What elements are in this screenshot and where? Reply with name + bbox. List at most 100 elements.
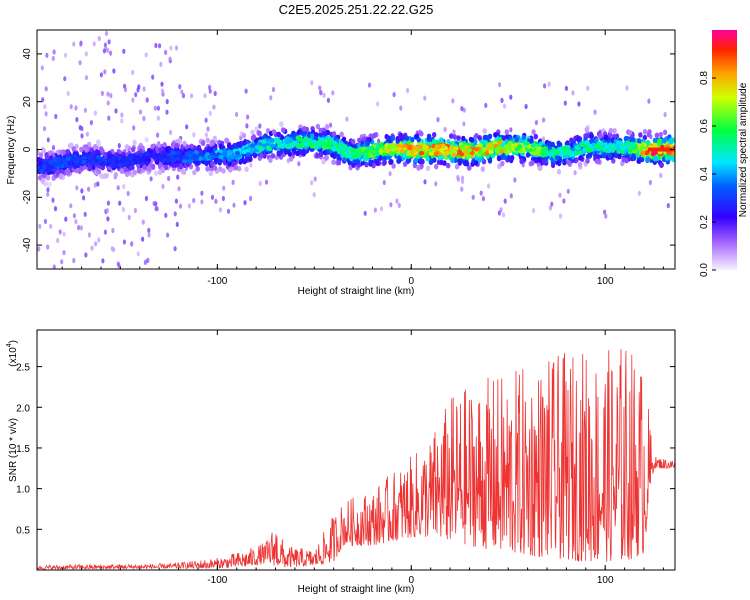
x-tick-label: 0 (408, 575, 414, 586)
spectral-cell (168, 56, 172, 62)
spectral-cell (456, 135, 461, 141)
spectral-cell (110, 159, 116, 164)
spectral-cell (593, 109, 597, 115)
spectral-cell (521, 134, 526, 141)
spectral-cell (221, 152, 227, 157)
spectral-cell (65, 149, 71, 155)
spectral-cell (178, 84, 182, 90)
y-tick-label: -20 (22, 190, 33, 205)
y-tick-label: 40 (22, 48, 33, 60)
spectral-cell (499, 207, 503, 213)
spectral-cell (409, 149, 415, 155)
spectral-cell (632, 155, 637, 161)
spectral-cell (106, 91, 110, 97)
spectral-cell (189, 143, 194, 150)
colorbar: 0.0 0.2 0.4 0.6 0.8 Normalized spectral ampl… (699, 30, 749, 277)
spectral-cell (378, 149, 384, 154)
spectral-cell (190, 93, 194, 99)
spectral-cell (94, 241, 98, 247)
spectral-cell (209, 140, 214, 146)
spectral-cell (524, 103, 528, 110)
spectral-cell (107, 115, 111, 121)
spectral-cell (210, 194, 215, 200)
spectral-cell (543, 83, 547, 89)
spectrogram-xlabel: Height of straight line (km) (298, 286, 415, 297)
spectral-cell (40, 65, 44, 71)
spectral-cell (564, 85, 569, 91)
spectral-cell (126, 190, 130, 197)
spectral-cell (487, 183, 491, 189)
spectral-cell (221, 195, 225, 202)
spectral-cell (433, 151, 439, 156)
spectral-cell (101, 258, 105, 264)
spectral-cell (423, 179, 427, 185)
spectral-cell (419, 131, 424, 137)
spectral-cell (249, 162, 253, 168)
spectral-cell (53, 206, 58, 212)
spectral-cell (37, 156, 42, 163)
spectral-cell (121, 206, 125, 213)
spectral-cell (231, 179, 235, 185)
spectral-cell (141, 155, 147, 160)
spectral-cell (200, 190, 204, 196)
spectral-cell (234, 150, 240, 156)
spectral-cell (449, 145, 455, 150)
spectral-cell (154, 159, 160, 165)
spectral-cell (607, 153, 613, 159)
spectral-cell (426, 136, 431, 142)
spectral-cell (555, 154, 560, 160)
spectral-cell (62, 250, 66, 256)
spectral-cell (531, 129, 536, 135)
spectral-cell (143, 259, 147, 265)
spectral-cell (38, 168, 45, 174)
spectral-cell (603, 209, 607, 215)
spectral-cell (237, 141, 242, 148)
spectral-cell (203, 93, 207, 99)
colorbar-tick-label: 0.0 (699, 263, 710, 277)
spectral-cell (432, 132, 437, 138)
spectral-cell (529, 137, 534, 144)
spectral-cell (226, 149, 232, 154)
spectral-cell (214, 198, 218, 204)
spectral-cell (625, 85, 629, 91)
spectral-cell (46, 187, 50, 193)
spectral-cell (196, 144, 202, 151)
spectral-cell (258, 123, 262, 129)
spectral-cell (444, 151, 450, 156)
spectral-cell (666, 150, 672, 156)
spectral-cell (71, 146, 76, 152)
spectral-cell (396, 143, 402, 148)
spectral-cell (584, 126, 589, 133)
spectral-cell (69, 203, 73, 209)
spectral-cell (659, 162, 664, 168)
chart-title: C2E5.2025.251.22.22.G25 (279, 2, 434, 17)
spectral-cell (130, 241, 134, 247)
spectral-cell (164, 49, 168, 56)
spectral-cell (161, 183, 165, 190)
spectral-cell (103, 69, 107, 75)
spectral-cell (185, 124, 189, 130)
spectral-cell (154, 42, 158, 49)
spectral-cell (218, 143, 223, 150)
spectral-cell (149, 176, 153, 182)
spectral-cell (205, 137, 210, 144)
spectral-cell (173, 211, 177, 217)
spectral-cell (402, 161, 408, 167)
spectral-cell (195, 166, 200, 172)
spectral-cell (217, 160, 222, 166)
spectral-cell (388, 171, 392, 177)
spectral-cell (74, 105, 78, 111)
spectral-cell (150, 157, 154, 164)
spectral-cell (276, 151, 282, 157)
spectral-cell (652, 137, 658, 144)
spectral-cell (117, 163, 123, 168)
spectral-cell (153, 170, 159, 176)
spectral-cell (364, 161, 369, 168)
spectrogram-cells (37, 30, 675, 269)
spectral-cell (640, 150, 646, 156)
colorbar-tick-label: 0.8 (699, 71, 710, 85)
spectral-cell (55, 156, 62, 162)
spectral-cell (576, 136, 581, 143)
spectral-cell (450, 157, 455, 163)
